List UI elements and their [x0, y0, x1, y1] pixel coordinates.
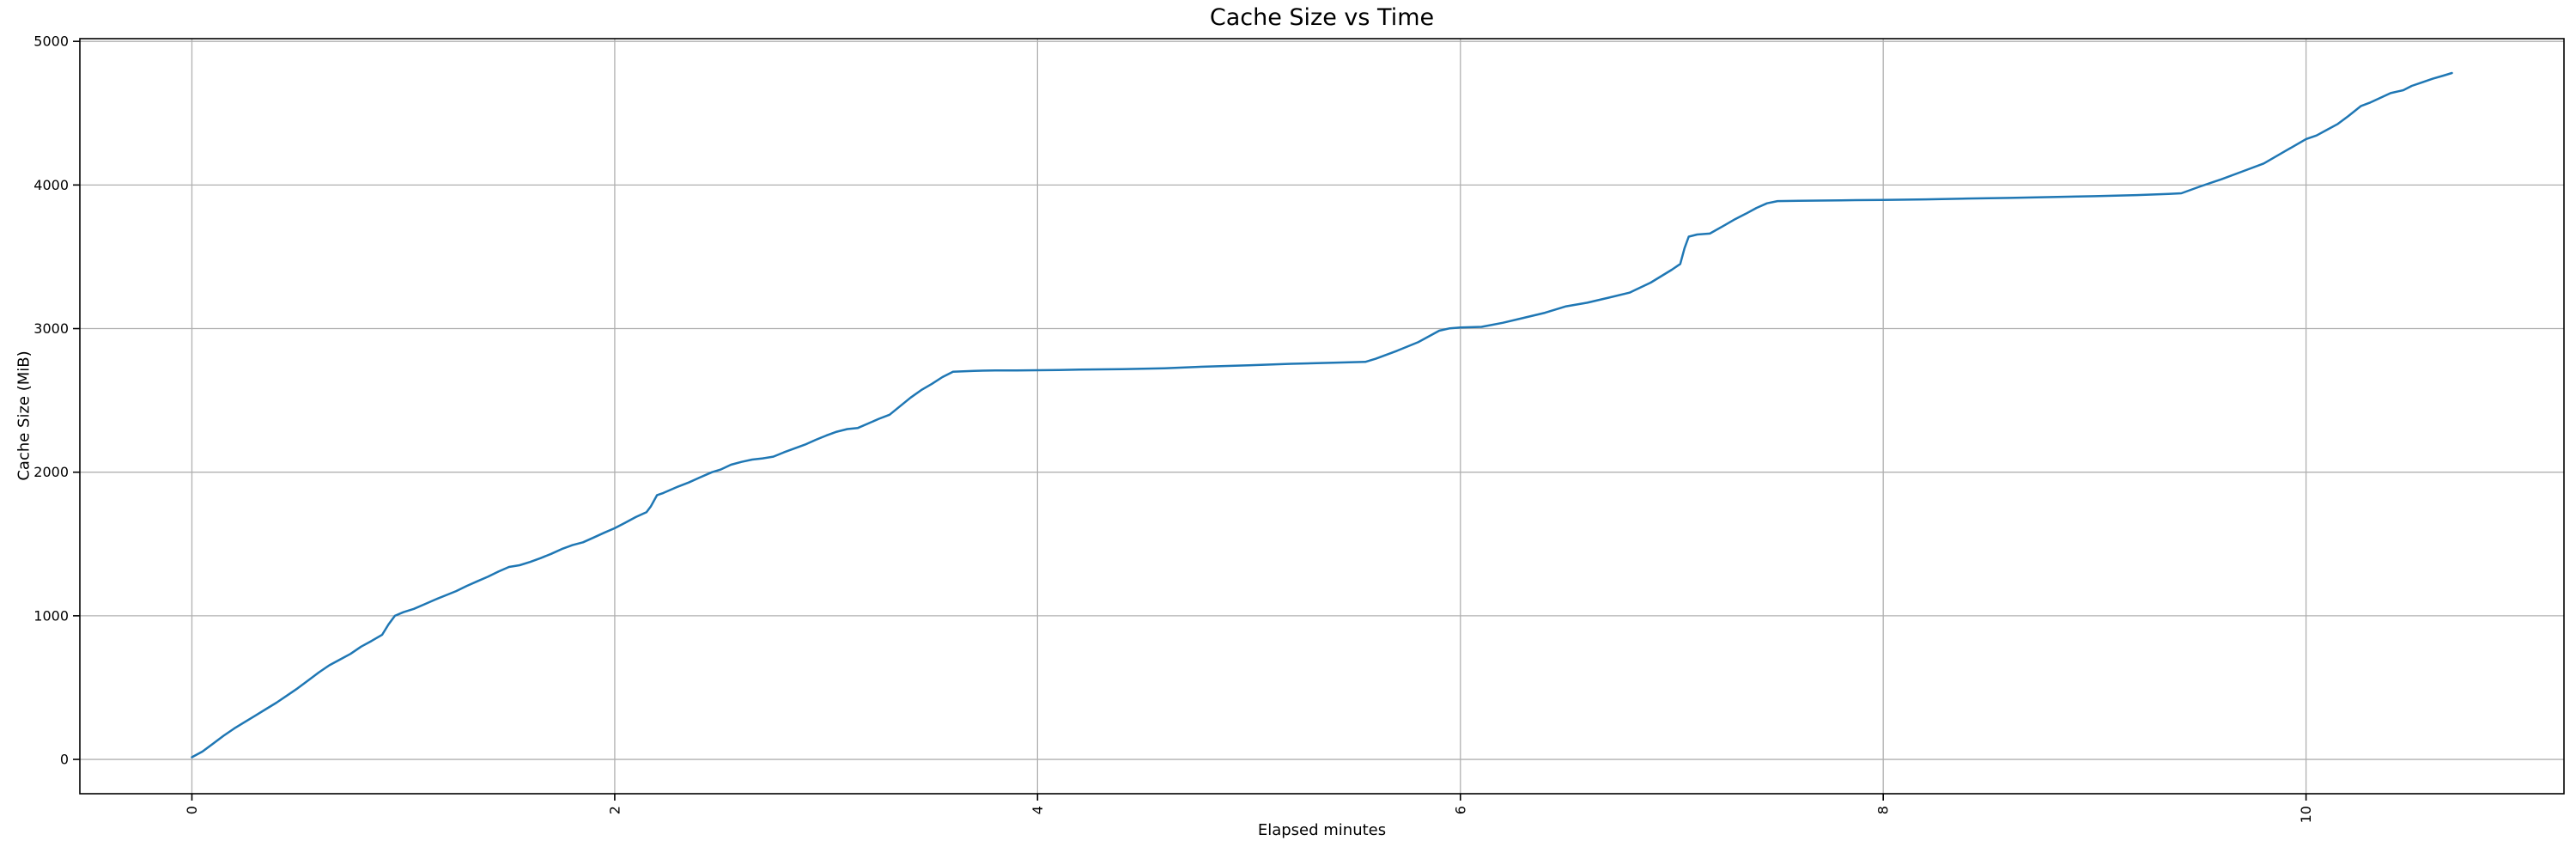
y-tick-label: 3000: [33, 320, 69, 337]
x-tick-label: 0: [184, 806, 200, 814]
y-tick-label: 2000: [33, 464, 69, 480]
y-axis-label: Cache Size (MiB): [15, 350, 33, 481]
x-tick-label: 10: [2298, 806, 2314, 823]
y-tick-label: 5000: [33, 34, 69, 50]
y-tick-label: 0: [60, 752, 69, 768]
x-tick-label: 2: [606, 806, 623, 814]
y-tick-label: 4000: [33, 177, 69, 193]
data-line-cache-size: [191, 71, 2453, 758]
x-tick-label: 8: [1875, 806, 1892, 814]
chart-title: Cache Size vs Time: [1209, 4, 1435, 31]
x-tick-label: 4: [1030, 806, 1046, 814]
axes-spines: [79, 38, 2565, 795]
y-tick-label: 1000: [33, 607, 69, 624]
x-axis-label: Elapsed minutes: [1257, 821, 1387, 839]
x-tick-label: 6: [1452, 806, 1468, 814]
